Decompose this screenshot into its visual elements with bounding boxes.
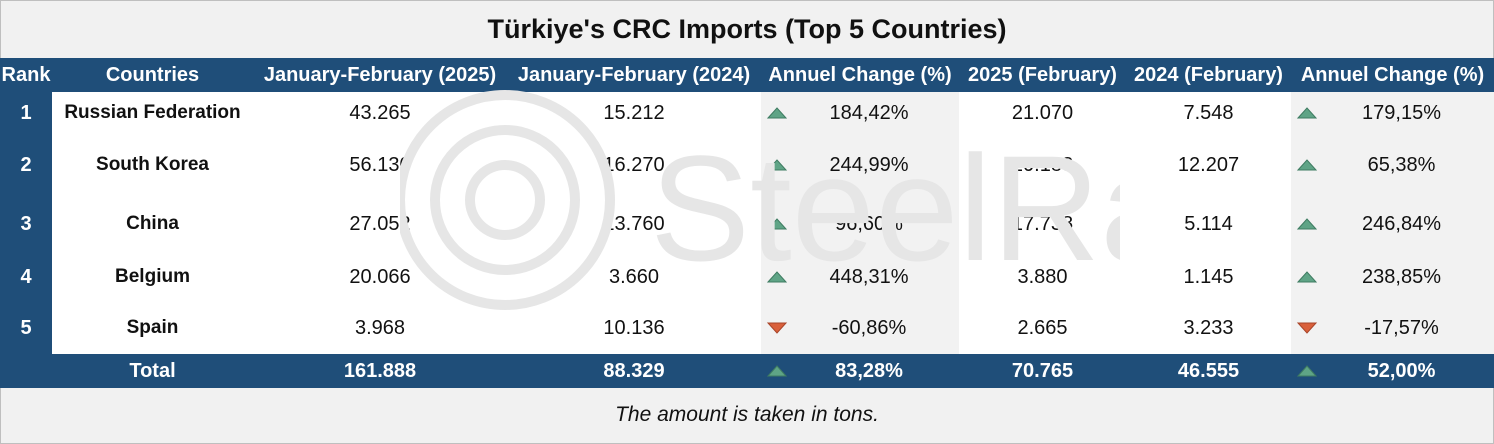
annual-change-1-cell: 448,31% xyxy=(761,252,959,302)
total-feb-2024-cell: 46.555 xyxy=(1126,354,1291,388)
country-cell: China xyxy=(52,196,253,252)
annual-change-1-cell-value: 244,99% xyxy=(829,153,909,176)
triangle-up-icon xyxy=(766,107,788,119)
annual-change-2-cell: -17,57% xyxy=(1291,302,1494,354)
col-header-feb-2024: 2024 (February) xyxy=(1126,58,1291,92)
triangle-down-icon xyxy=(766,322,788,334)
table-row: 3 China 27.052 13.760 96,60% 17.738 5.114 246,8… xyxy=(0,196,1494,252)
col-header-annual-change-1: Annuel Change (%) xyxy=(761,58,959,92)
triangle-up-icon xyxy=(1296,107,1318,119)
country-cell: South Korea xyxy=(52,134,253,196)
annual-change-1-cell: 244,99% xyxy=(761,134,959,196)
annual-change-2-cell-value: 65,38% xyxy=(1367,153,1436,176)
janfeb-2025-cell: 56.130 xyxy=(253,134,507,196)
total-feb-2025-cell: 70.765 xyxy=(959,354,1126,388)
janfeb-2024-cell: 13.760 xyxy=(507,196,761,252)
country-cell: Spain xyxy=(52,302,253,354)
janfeb-2024-cell: 3.660 xyxy=(507,252,761,302)
annual-change-2-cell-value: 179,15% xyxy=(1362,101,1441,124)
annual-change-2-cell: 179,15% xyxy=(1291,92,1494,134)
janfeb-2024-cell: 16.270 xyxy=(507,134,761,196)
feb-2025-cell: 2.665 xyxy=(959,302,1126,354)
janfeb-2025-cell: 20.066 xyxy=(253,252,507,302)
annual-change-1-cell-value: 96,60% xyxy=(835,212,903,235)
feb-2025-cell: 20.188 xyxy=(959,134,1126,196)
header-row: Rank Countries January-February (2025) J… xyxy=(0,58,1494,92)
col-header-rank: Rank xyxy=(0,58,52,92)
annual-change-1-cell-value: -60,86% xyxy=(831,316,907,339)
annual-change-2-cell-value: 238,85% xyxy=(1362,265,1441,288)
rank-cell: 1 xyxy=(0,92,52,134)
feb-2025-cell: 3.880 xyxy=(959,252,1126,302)
triangle-up-icon xyxy=(1296,159,1318,171)
triangle-up-icon xyxy=(766,159,788,171)
table-row: 2 South Korea 56.130 16.270 244,99% 20.188 12.… xyxy=(0,134,1494,196)
chart-title: Türkiye's CRC Imports (Top 5 Countries) xyxy=(487,14,1007,44)
col-header-annual-change-2: Annuel Change (%) xyxy=(1291,58,1494,92)
total-rank-cell xyxy=(0,354,52,388)
annual-change-2-cell: 65,38% xyxy=(1291,134,1494,196)
triangle-up-icon xyxy=(766,218,788,230)
feb-2024-cell: 5.114 xyxy=(1126,196,1291,252)
rank-cell: 4 xyxy=(0,252,52,302)
janfeb-2024-cell: 15.212 xyxy=(507,92,761,134)
annual-change-1-cell: -60,86% xyxy=(761,302,959,354)
imports-table: Rank Countries January-February (2025) J… xyxy=(0,58,1494,388)
annual-change-1-cell: 96,60% xyxy=(761,196,959,252)
rank-cell: 5 xyxy=(0,302,52,354)
triangle-up-icon xyxy=(766,365,788,377)
col-header-janfeb-2024: January-February (2024) xyxy=(507,58,761,92)
annual-change-1-cell: 184,42% xyxy=(761,92,959,134)
total-annual-change-1-cell-value: 83,28% xyxy=(835,359,903,382)
footnote: The amount is taken in tons. xyxy=(615,403,879,426)
country-cell: Belgium xyxy=(52,252,253,302)
total-row: Total 161.888 88.329 83,28% 70.765 46.555 52,0… xyxy=(0,354,1494,388)
col-header-countries: Countries xyxy=(52,58,253,92)
triangle-up-icon xyxy=(1296,218,1318,230)
col-header-janfeb-2025: January-February (2025) xyxy=(253,58,507,92)
feb-2024-cell: 3.233 xyxy=(1126,302,1291,354)
feb-2024-cell: 7.548 xyxy=(1126,92,1291,134)
feb-2024-cell: 1.145 xyxy=(1126,252,1291,302)
annual-change-1-cell-value: 448,31% xyxy=(829,265,909,288)
rank-cell: 2 xyxy=(0,134,52,196)
annual-change-1-cell-value: 184,42% xyxy=(829,101,909,124)
total-janfeb-2024-cell: 88.329 xyxy=(507,354,761,388)
feb-2025-cell: 21.070 xyxy=(959,92,1126,134)
col-header-feb-2025: 2025 (February) xyxy=(959,58,1126,92)
country-cell: Russian Federation xyxy=(52,92,253,134)
annual-change-2-cell: 246,84% xyxy=(1291,196,1494,252)
annual-change-2-cell: 238,85% xyxy=(1291,252,1494,302)
triangle-up-icon xyxy=(1296,271,1318,283)
total-janfeb-2025-cell: 161.888 xyxy=(253,354,507,388)
janfeb-2024-cell: 10.136 xyxy=(507,302,761,354)
triangle-up-icon xyxy=(1296,365,1318,377)
janfeb-2025-cell: 43.265 xyxy=(253,92,507,134)
total-annual-change-2-cell-value: 52,00% xyxy=(1367,359,1436,382)
janfeb-2025-cell: 27.052 xyxy=(253,196,507,252)
table-row: 5 Spain 3.968 10.136 -60,86% 2.665 3.233 -17,57… xyxy=(0,302,1494,354)
annual-change-2-cell-value: -17,57% xyxy=(1364,316,1439,339)
table-row: 4 Belgium 20.066 3.660 448,31% 3.880 1.145 238,… xyxy=(0,252,1494,302)
total-label-cell: Total xyxy=(52,354,253,388)
total-annual-change-1-cell: 83,28% xyxy=(761,354,959,388)
table-row: 1 Russian Federation 43.265 15.212 184,42% 21… xyxy=(0,92,1494,134)
total-annual-change-2-cell: 52,00% xyxy=(1291,354,1494,388)
annual-change-2-cell-value: 246,84% xyxy=(1362,212,1441,235)
janfeb-2025-cell: 3.968 xyxy=(253,302,507,354)
feb-2025-cell: 17.738 xyxy=(959,196,1126,252)
feb-2024-cell: 12.207 xyxy=(1126,134,1291,196)
triangle-up-icon xyxy=(766,271,788,283)
rank-cell: 3 xyxy=(0,196,52,252)
triangle-down-icon xyxy=(1296,322,1318,334)
